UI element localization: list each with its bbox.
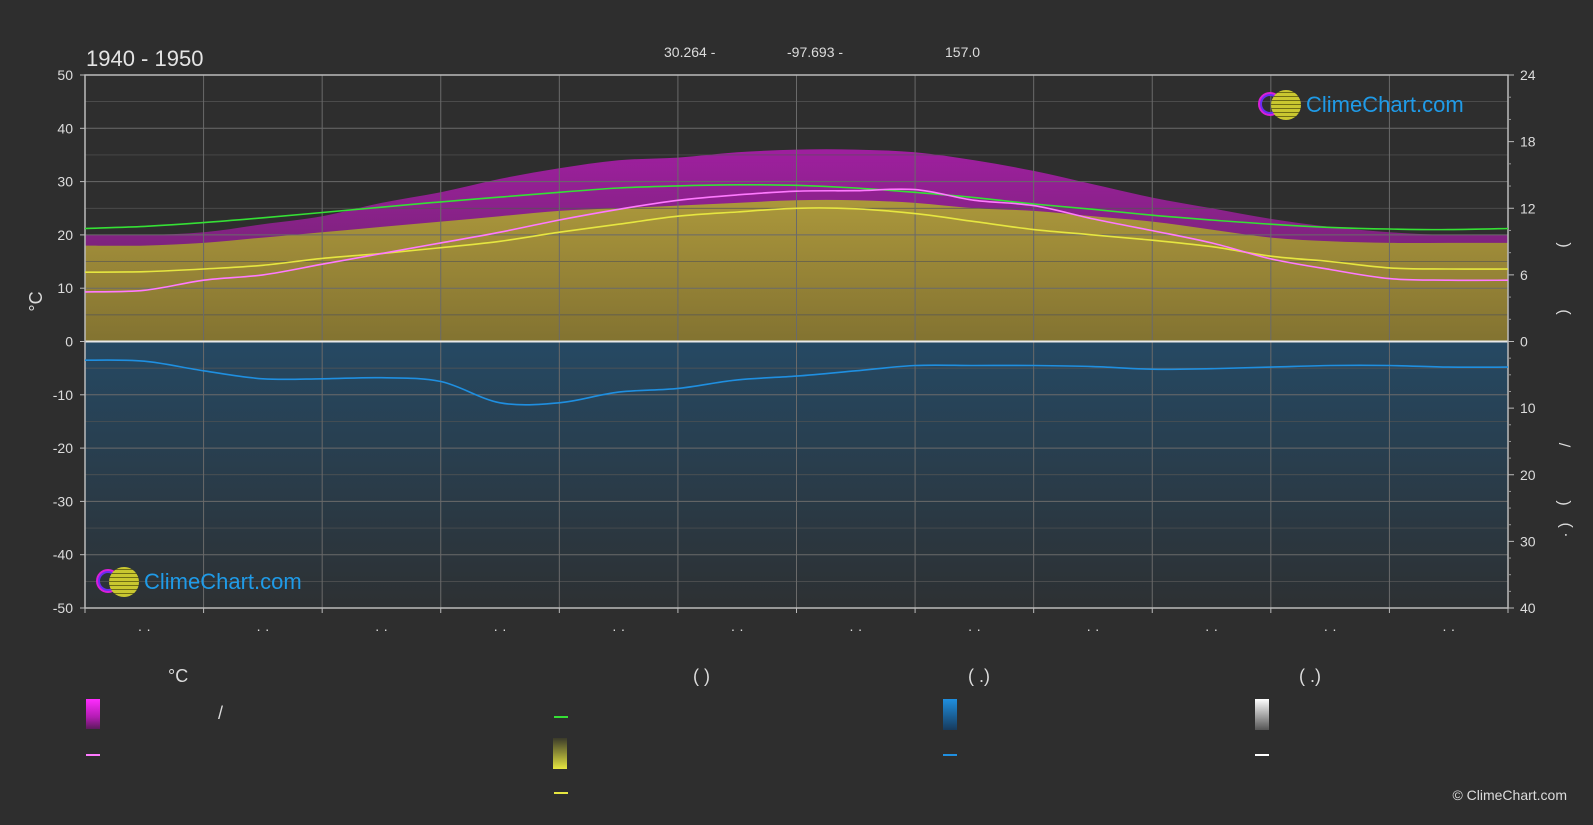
right-axis-mark: / (1555, 442, 1573, 448)
daylight-line (84, 183, 1509, 231)
y-tick-label: 20 (57, 227, 73, 243)
y-tick-label: -50 (53, 600, 73, 616)
y-tick-label: 10 (57, 280, 73, 296)
y-tick-label: 40 (57, 120, 73, 136)
temperature-mean-line (84, 188, 1509, 293)
legend-temp-mean-line (86, 754, 100, 756)
x-tick-label: · · (493, 621, 506, 637)
y-right-tick-label: 20 (1520, 467, 1536, 483)
y-right-tick-label: 40 (1520, 600, 1536, 616)
y-tick-label: 30 (57, 174, 73, 190)
legend-head-daylight: ( ) (693, 666, 710, 686)
y-right-tick-label: 12 (1520, 200, 1536, 216)
y-tick-label: -40 (53, 547, 73, 563)
y-right-tick-label: 0 (1520, 334, 1528, 350)
period-title: 1940 - 1950 (86, 46, 204, 71)
x-tick-label: · · (612, 621, 625, 637)
y-tick-label: -30 (53, 493, 73, 509)
x-tick-label: · · (968, 621, 981, 637)
latitude-label: 30.264 - (664, 44, 716, 60)
legend-precip-swatch (943, 699, 957, 730)
logo-icon (1258, 88, 1301, 122)
y-tick-label: -10 (53, 387, 73, 403)
legend-head-precipitation: ( .) (968, 666, 990, 686)
copyright: © ClimeChart.com (1452, 787, 1567, 803)
right-axis-mark: ( (1555, 309, 1573, 315)
brand-logo-top[interactable]: ClimeChart.com (1258, 88, 1464, 122)
longitude-label: -97.693 - (787, 44, 844, 60)
precipitation-line (84, 359, 1509, 406)
x-tick-label: · · (256, 621, 269, 637)
y-right-tick-label: 24 (1520, 67, 1536, 83)
y-right-tick-label: 6 (1520, 267, 1528, 283)
x-tick-label: · · (1086, 621, 1099, 637)
legend-sunshine-swatch (553, 738, 567, 769)
x-tick-label: · · (1442, 621, 1455, 637)
legend-daylight-line (554, 716, 568, 718)
x-tick-label: · · (1324, 621, 1337, 637)
x-tick-label: · · (1205, 621, 1218, 637)
legend-sunshine-line (554, 792, 568, 794)
right-axis-mark: ( · (1557, 522, 1575, 538)
legend-snow-swatch (1255, 699, 1269, 730)
y-right-tick-label: 30 (1520, 533, 1536, 549)
y-tick-label: -20 (53, 440, 73, 456)
legend-temp-range-swatch (86, 699, 100, 729)
x-tick-label: · · (731, 621, 744, 637)
right-axis-mark: ) (1555, 242, 1573, 248)
legend-head-snow: ( .) (1299, 666, 1321, 686)
legend-head-temperature: °C (168, 666, 189, 686)
legend-precip-line (943, 754, 957, 756)
logo-text: ClimeChart.com (1306, 92, 1464, 117)
y-right-tick-label: 18 (1520, 134, 1536, 150)
logo-text: ClimeChart.com (144, 569, 302, 594)
y-tick-label: 50 (57, 67, 73, 83)
x-tick-label: · · (849, 621, 862, 637)
sunshine-line (84, 207, 1509, 273)
legend-slash: / (218, 703, 224, 723)
x-tick-label: · · (138, 621, 151, 637)
y-tick-label: 0 (65, 334, 73, 350)
elevation-label: 157.0 (945, 44, 981, 60)
brand-logo-bottom[interactable]: ClimeChart.com (96, 565, 302, 599)
right-axis-mark: ) (1555, 500, 1573, 506)
legend-snow-line (1255, 754, 1269, 756)
x-tick-label: · · (375, 621, 388, 637)
y-axis-label: °C (26, 291, 46, 311)
y-right-tick-label: 10 (1520, 400, 1536, 416)
logo-icon (96, 565, 139, 599)
